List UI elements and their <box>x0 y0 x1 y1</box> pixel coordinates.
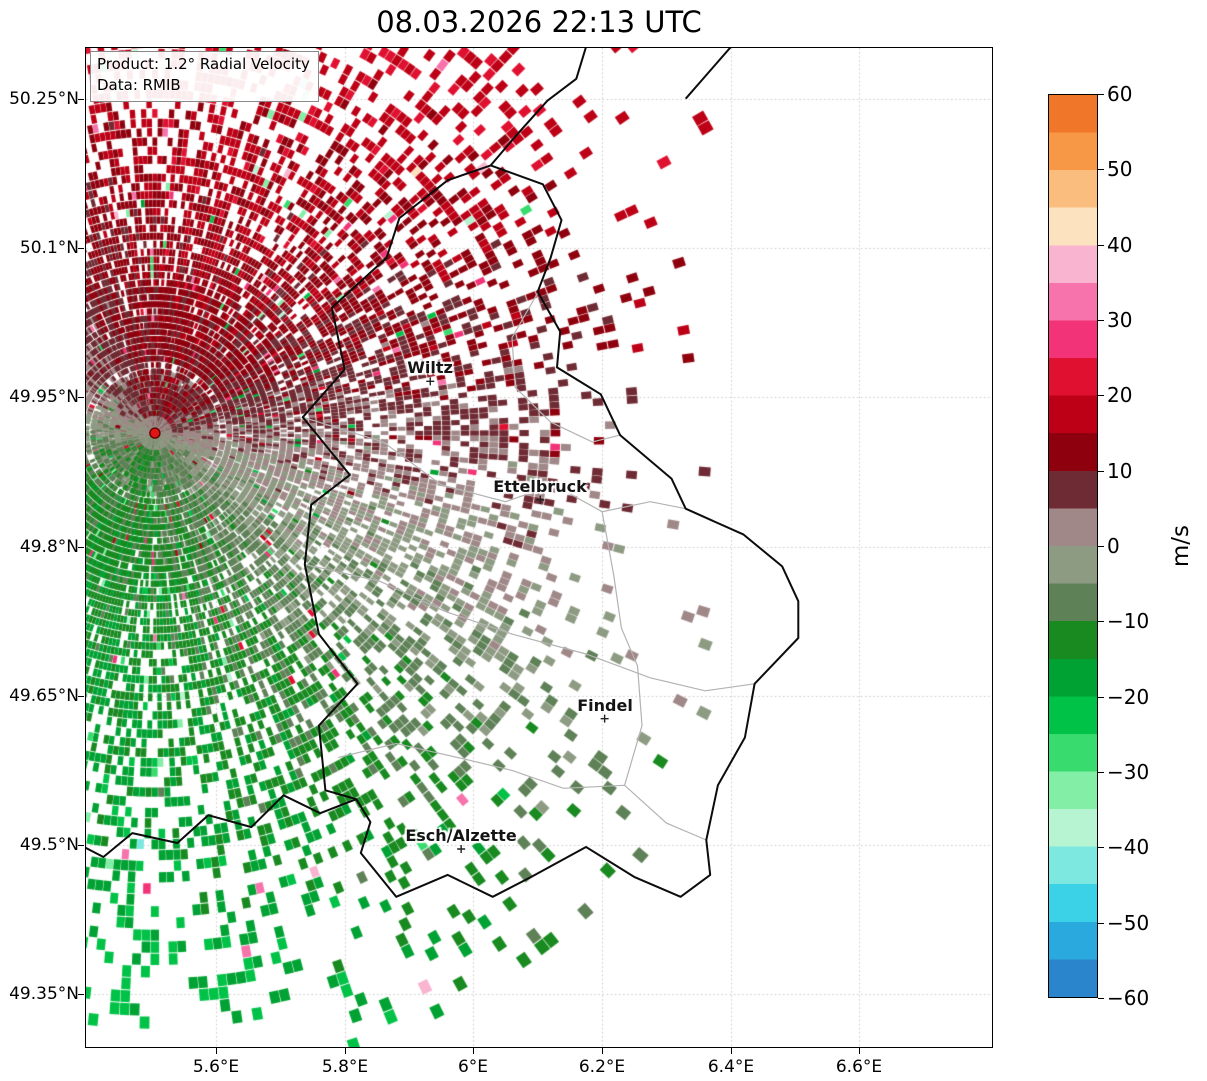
y-tickmark <box>78 248 84 249</box>
colorbar-tick-label: −10 <box>1107 609 1150 633</box>
colorbar-tickmark <box>1098 923 1104 924</box>
data-source-label: Data: RMIB <box>97 76 181 95</box>
velocity-field-canvas <box>86 48 992 1047</box>
colorbar-tick-label: −20 <box>1107 685 1150 709</box>
y-tickmark <box>78 994 84 995</box>
city-marker-icon <box>600 714 609 723</box>
y-tick-label: 49.5°N <box>19 835 79 855</box>
colorbar-tickmark <box>1098 94 1104 95</box>
radar-site-icon <box>149 427 161 439</box>
district-border <box>302 416 686 513</box>
x-tickmark <box>216 1048 217 1054</box>
map-borders-overlay <box>86 48 800 898</box>
y-tickmark <box>78 696 84 697</box>
district-border <box>338 742 707 841</box>
x-tickmark <box>859 1048 860 1054</box>
colorbar-gradient <box>1048 94 1098 998</box>
map-axes: Product: 1.2° Radial Velocity Data: RMIB… <box>85 47 993 1048</box>
colorbar-tickmark <box>1098 998 1104 999</box>
district-border <box>601 511 643 786</box>
colorbar-tick-label: 60 <box>1107 82 1133 106</box>
city-marker-icon <box>536 495 545 504</box>
y-tick-label: 49.8°N <box>19 537 79 557</box>
colorbar-tick-label: −30 <box>1107 760 1150 784</box>
chart-title: 08.03.2026 22:13 UTC <box>376 5 702 39</box>
x-tickmark <box>731 1048 732 1054</box>
colorbar-tickmark <box>1098 395 1104 396</box>
x-tickmark <box>345 1048 346 1054</box>
colorbar-tick-label: 40 <box>1107 233 1133 257</box>
x-tickmark <box>473 1048 474 1054</box>
product-annotation-box: Product: 1.2° Radial Velocity Data: RMIB <box>90 51 319 102</box>
district-border <box>304 563 755 692</box>
colorbar-unit-label: m/s <box>1168 524 1194 568</box>
district-border <box>511 292 621 443</box>
y-tick-label: 50.1°N <box>19 238 79 258</box>
colorbar-tickmark <box>1098 471 1104 472</box>
colorbar-tick-label: 50 <box>1107 157 1133 181</box>
colorbar-tick-label: −40 <box>1107 835 1150 859</box>
y-tick-label: 49.65°N <box>9 686 79 706</box>
colorbar-tick-label: 10 <box>1107 459 1133 483</box>
colorbar-tick-label: −50 <box>1107 911 1150 935</box>
x-tick-label: 5.8°E <box>321 1057 369 1077</box>
colorbar-tick-label: 20 <box>1107 383 1133 407</box>
neighbor-country-border <box>489 48 587 167</box>
city-label: Ettelbruck <box>493 477 587 496</box>
city-label: Findel <box>577 696 633 715</box>
y-tickmark <box>78 99 84 100</box>
x-tickmark <box>602 1048 603 1054</box>
colorbar-tickmark <box>1098 169 1104 170</box>
colorbar-unit-wrap: m/s <box>1158 94 1204 998</box>
y-tickmark <box>78 547 84 548</box>
y-tick-label: 49.35°N <box>9 984 79 1004</box>
city-marker-icon <box>426 377 435 386</box>
neighbor-country-border <box>86 794 357 858</box>
neighbor-country-border <box>684 48 732 100</box>
y-tick-label: 50.25°N <box>9 89 79 109</box>
colorbar-tick-label: −60 <box>1107 986 1150 1010</box>
colorbar-tickmark <box>1098 245 1104 246</box>
city-label: Esch/Alzette <box>405 826 517 845</box>
colorbar-tickmark <box>1098 320 1104 321</box>
product-label: Product: 1.2° Radial Velocity <box>97 55 310 73</box>
luxembourg-border <box>301 164 800 898</box>
colorbar-tickmark <box>1098 621 1104 622</box>
colorbar-tickmark <box>1098 772 1104 773</box>
x-tick-label: 6.2°E <box>578 1057 626 1077</box>
colorbar-tick-label: 0 <box>1107 534 1120 558</box>
y-tick-label: 49.95°N <box>9 387 79 407</box>
colorbar-tickmark <box>1098 546 1104 547</box>
x-tick-label: 5.6°E <box>192 1057 240 1077</box>
y-tickmark <box>78 845 84 846</box>
x-tick-label: 6.4°E <box>707 1057 755 1077</box>
city-label: Wiltz <box>407 358 453 377</box>
colorbar-tickmark <box>1098 697 1104 698</box>
x-tick-label: 6.6°E <box>835 1057 883 1077</box>
y-tickmark <box>78 397 84 398</box>
colorbar-tick-label: 30 <box>1107 308 1133 332</box>
city-marker-icon <box>457 844 466 853</box>
x-tick-label: 6°E <box>457 1057 489 1077</box>
colorbar-tickmark <box>1098 847 1104 848</box>
